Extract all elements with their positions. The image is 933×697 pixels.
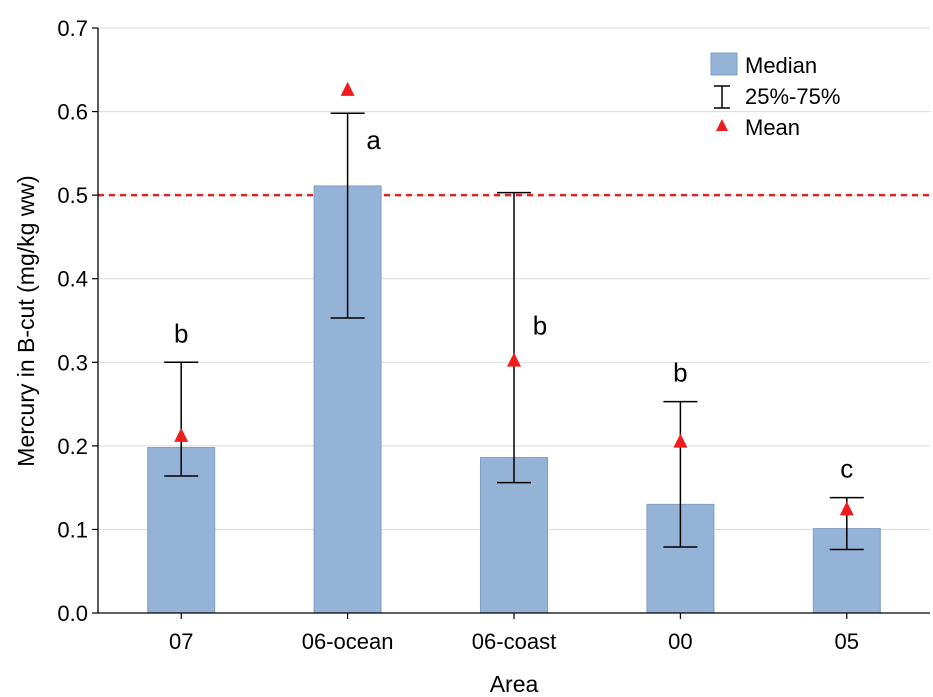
- whiskers: [164, 112, 864, 551]
- legend-label-quartiles: 25%-75%: [745, 84, 840, 109]
- x-tick-label: 07: [169, 629, 193, 654]
- mean-markers: [174, 81, 854, 516]
- y-tick-label: 0.1: [57, 517, 88, 542]
- x-axis-title: Area: [490, 671, 539, 697]
- y-tick-label: 0.3: [57, 350, 88, 375]
- legend-label-median: Median: [745, 53, 817, 78]
- group-letter-05: c: [840, 454, 853, 484]
- y-tick-label: 0.5: [57, 183, 88, 208]
- legend-symbol-mean: [716, 119, 728, 131]
- legend: Median 25%-75% Mean: [710, 52, 840, 140]
- axes: 0.0 0.1 0.2 0.3 0.4 0.5 0.6 0.7 07 06-ocean 06-coa…: [57, 16, 930, 654]
- y-tick-label: 0.7: [57, 16, 88, 41]
- bar-06-coast: [480, 457, 548, 614]
- y-tick-label: 0.2: [57, 434, 88, 459]
- y-tick-label: 0.0: [57, 601, 88, 626]
- mean-marker-06-ocean: [340, 81, 355, 96]
- y-axis-title: Mercury in B-cut (mg/kg ww): [13, 175, 39, 466]
- legend-label-mean: Mean: [745, 115, 800, 140]
- group-letter-07: b: [174, 318, 188, 348]
- mean-marker-00: [673, 433, 688, 448]
- mean-marker-06-coast: [507, 352, 521, 367]
- x-tick-label: 06-ocean: [302, 629, 394, 654]
- x-tick-label: 00: [668, 629, 692, 654]
- group-letter-06-ocean: a: [366, 125, 381, 155]
- group-letter-00: b: [673, 358, 687, 388]
- y-tick-label: 0.6: [57, 100, 88, 125]
- legend-swatch-median: [710, 52, 738, 76]
- mean-marker-07: [174, 427, 189, 442]
- x-tick-label: 06-coast: [472, 629, 556, 654]
- x-tick-label: 05: [835, 629, 859, 654]
- y-tick-label: 0.4: [57, 267, 88, 292]
- group-letter-06-coast: b: [533, 311, 547, 341]
- mean-marker-05: [839, 501, 854, 516]
- group-letters: b a b b c: [174, 125, 853, 483]
